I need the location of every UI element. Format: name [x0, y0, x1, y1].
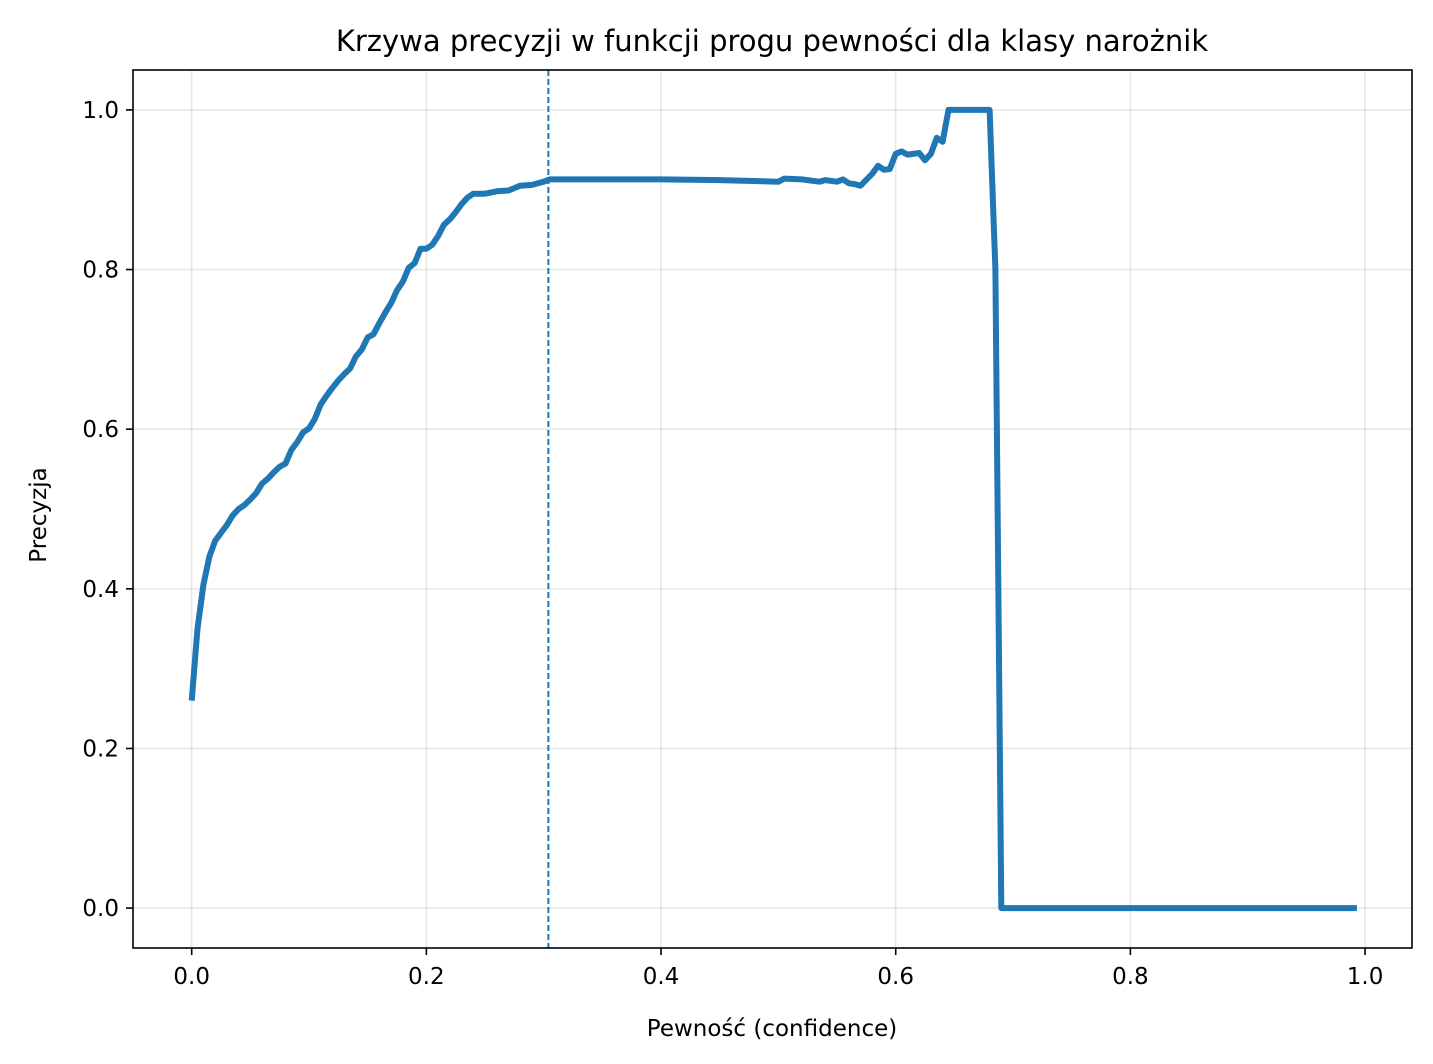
x-tick-label: 0.0 — [173, 964, 210, 990]
y-axis-label: Precyzja — [26, 467, 52, 562]
x-tick-label: 0.8 — [1112, 964, 1149, 990]
x-tick-label: 1.0 — [1347, 964, 1384, 990]
y-tick-label: 0.8 — [82, 258, 119, 284]
x-axis-label: Pewność (confidence) — [647, 1016, 897, 1042]
y-tick-label: 0.4 — [82, 577, 119, 603]
tick-layer: 0.0 0.2 0.4 0.6 0.8 1.0 0.0 0.2 0.4 0.6 0.8 1.0 — [82, 98, 1383, 990]
chart-title: Krzywa precyzji w funkcji progu pewności… — [336, 24, 1208, 58]
x-tick-label: 0.6 — [877, 964, 914, 990]
series-layer — [188, 106, 1357, 912]
y-tick-label: 0.6 — [82, 417, 119, 443]
y-tick-label: 0.0 — [82, 896, 119, 922]
y-tick-label: 0.2 — [82, 736, 119, 762]
x-tick-label: 0.2 — [408, 964, 445, 990]
plot-frame — [132, 69, 1413, 949]
x-tick-label: 0.4 — [643, 964, 680, 990]
y-tick-label: 1.0 — [82, 98, 119, 124]
grid-layer — [133, 70, 1412, 948]
precision-curve — [188, 106, 1357, 912]
